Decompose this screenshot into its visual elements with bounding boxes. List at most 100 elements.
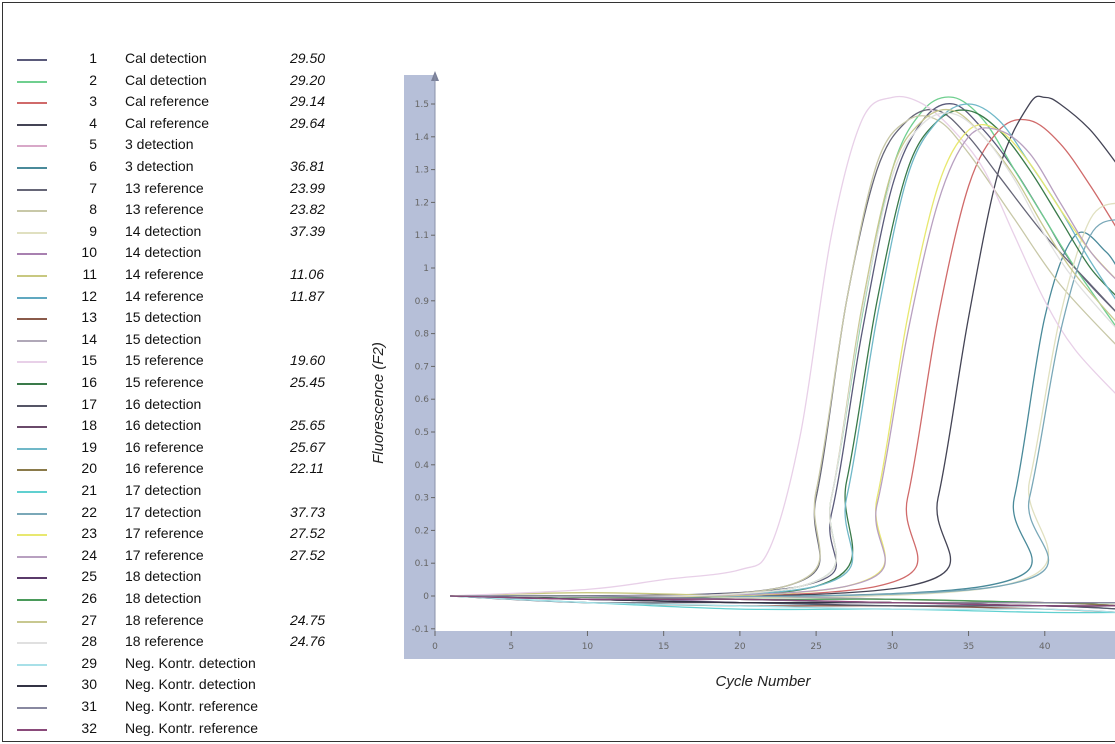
legend-swatch bbox=[17, 642, 47, 645]
legend-label: 18 detection bbox=[125, 568, 202, 585]
legend-item: 4 Cal reference 29.64 bbox=[3, 112, 363, 133]
legend-swatch bbox=[17, 275, 47, 277]
legend-number: 5 bbox=[89, 136, 97, 153]
series-lines bbox=[450, 95, 1115, 614]
legend-item: 17 16 detection bbox=[3, 393, 363, 414]
y-axis-title: Fluorescence (F2) bbox=[370, 342, 387, 464]
legend-ct-value: 24.75 bbox=[290, 611, 326, 628]
legend-item: 31 Neg. Kontr. reference bbox=[3, 695, 363, 716]
legend-item: 20 16 reference 22.11 bbox=[3, 457, 363, 478]
legend-number: 7 bbox=[89, 179, 97, 196]
legend-item: 9 14 detection 37.39 bbox=[3, 220, 363, 241]
x-ticks: 05101520253035404 bbox=[432, 631, 1051, 652]
x-tick-label: 40 bbox=[1039, 642, 1051, 652]
legend-label: 3 detection bbox=[125, 136, 194, 153]
legend-swatch bbox=[17, 80, 47, 83]
legend-number: 26 bbox=[81, 590, 97, 606]
legend-swatch bbox=[17, 663, 47, 666]
legend-swatch bbox=[17, 167, 47, 169]
x-tick-label: 35 bbox=[963, 642, 974, 652]
legend-number: 14 bbox=[81, 330, 97, 347]
legend-ct-value: 27.52 bbox=[290, 546, 326, 563]
legend-label: 18 reference bbox=[125, 611, 204, 628]
legend-ct-value: 29.64 bbox=[290, 114, 326, 131]
legend-number: 6 bbox=[89, 158, 97, 174]
y-tick-label: 1.1 bbox=[415, 231, 429, 241]
legend-item: 26 18 detection bbox=[3, 587, 363, 608]
legend-swatch bbox=[17, 469, 47, 472]
legend-item: 15 15 reference 19.60 bbox=[3, 349, 363, 370]
x-axis-title: Cycle Number bbox=[715, 673, 811, 690]
legend-item: 29 Neg. Kontr. detection bbox=[3, 652, 363, 673]
legend-swatch bbox=[17, 145, 47, 148]
x-tick-label: 15 bbox=[658, 642, 669, 652]
legend-item: 19 16 reference 25.67 bbox=[3, 436, 363, 457]
legend-label: 15 detection bbox=[125, 309, 202, 326]
legend-number: 27 bbox=[81, 611, 97, 628]
y-tick-label: 0.2 bbox=[415, 526, 429, 536]
legend-number: 11 bbox=[82, 266, 97, 282]
y-tick-label: -0.1 bbox=[411, 625, 429, 635]
legend-label: Cal detection bbox=[125, 71, 207, 88]
legend-swatch bbox=[17, 339, 47, 342]
legend-ct-value: 11.06 bbox=[290, 266, 324, 282]
legend-number: 10 bbox=[81, 244, 97, 261]
legend-ct-value: 25.45 bbox=[290, 374, 326, 390]
legend-item: 28 18 reference 24.76 bbox=[3, 630, 363, 651]
legend-item: 23 17 reference 27.52 bbox=[3, 522, 363, 543]
legend-swatch bbox=[17, 296, 47, 299]
legend-label: 17 reference bbox=[125, 525, 204, 542]
legend-number: 1 bbox=[89, 50, 97, 66]
legend-label: 3 detection bbox=[125, 158, 194, 174]
legend-label: Neg. Kontr. reference bbox=[125, 719, 259, 736]
y-tick-label: 1 bbox=[423, 264, 429, 274]
legend-label: 16 detection bbox=[125, 395, 202, 412]
series-line-29 bbox=[450, 595, 1115, 613]
legend-number: 24 bbox=[81, 546, 97, 563]
legend-ct-value: 36.81 bbox=[290, 158, 326, 174]
y-tick-label: 0.1 bbox=[415, 559, 429, 569]
legend-number: 28 bbox=[81, 633, 97, 650]
legend-swatch bbox=[17, 620, 47, 623]
legend-number: 15 bbox=[81, 352, 97, 369]
legend-swatch bbox=[17, 123, 47, 126]
legend-number: 16 bbox=[81, 374, 97, 390]
x-tick-label: 20 bbox=[734, 642, 746, 652]
legend-label: 15 reference bbox=[125, 374, 204, 390]
legend-label: 18 reference bbox=[125, 633, 204, 650]
legend-number: 25 bbox=[81, 568, 97, 585]
legend-item: 5 3 detection bbox=[3, 133, 363, 154]
legend-ct-value: 25.67 bbox=[290, 438, 326, 455]
y-tick-label: 0.3 bbox=[415, 494, 429, 504]
legend-swatch bbox=[17, 188, 47, 191]
legend-swatch bbox=[17, 555, 47, 558]
legend-swatch bbox=[17, 491, 47, 493]
legend-item: 25 18 detection bbox=[3, 565, 363, 586]
legend-item: 6 3 detection 36.81 bbox=[3, 155, 363, 176]
legend-number: 3 bbox=[89, 93, 97, 110]
legend-item: 8 13 reference 23.82 bbox=[3, 198, 363, 219]
y-ticks: 1.5 1.4 1.3 1.2 1.1 1 0.9 0.8 0.7 0.6 0.5 0.4 0.3 0.2… bbox=[411, 100, 435, 635]
legend-item: 24 17 reference 27.52 bbox=[3, 544, 363, 565]
legend-item: 21 17 detection bbox=[3, 479, 363, 500]
legend-label: 16 reference bbox=[125, 460, 204, 477]
series-line-4 bbox=[450, 95, 1115, 598]
legend-ct-value: 29.50 bbox=[290, 50, 326, 66]
plot-area bbox=[435, 75, 1115, 631]
y-tick-label: 0.5 bbox=[415, 428, 429, 438]
legend-label: Cal reference bbox=[125, 114, 210, 131]
legend-number: 21 bbox=[81, 482, 97, 498]
legend-label: 17 reference bbox=[125, 546, 204, 563]
legend-swatch bbox=[17, 253, 47, 256]
legend-item: 7 13 reference 23.99 bbox=[3, 177, 363, 198]
legend-swatch bbox=[17, 383, 47, 385]
y-tick-label: 0.8 bbox=[415, 330, 430, 340]
legend-swatch bbox=[17, 534, 47, 537]
legend-item: 12 14 reference 11.87 bbox=[3, 285, 363, 306]
series-line-24 bbox=[450, 127, 1115, 597]
legend-swatch bbox=[17, 426, 47, 429]
y-tick-label: 0.9 bbox=[415, 297, 430, 307]
legend-item: 1 Cal detection 29.50 bbox=[3, 47, 363, 68]
legend-item: 32 Neg. Kontr. reference bbox=[3, 717, 363, 738]
